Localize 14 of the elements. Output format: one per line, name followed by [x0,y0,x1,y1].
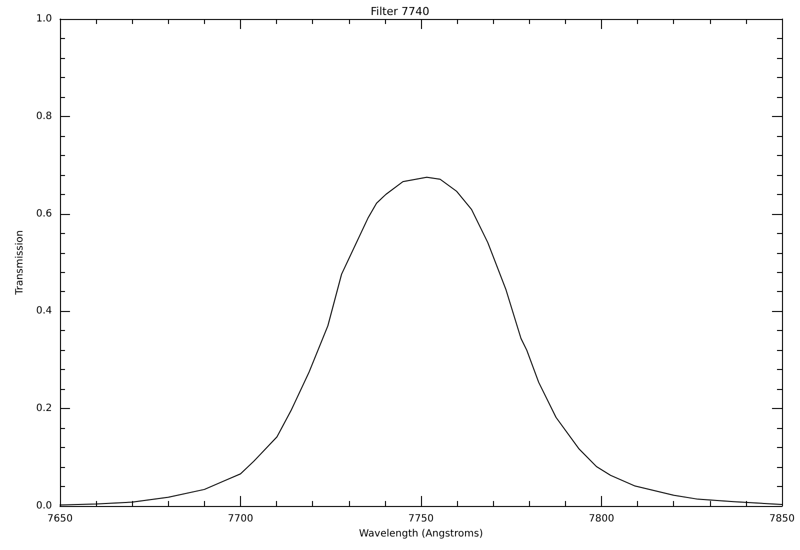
y-tick-label: 0.6 [36,208,52,220]
x-tick-label: 7650 [47,514,73,524]
x-tick-label: 7700 [228,514,254,524]
x-tick-label: 7800 [588,514,614,524]
chart-title: Filter 7740 [370,5,430,18]
x-tick-label: 7850 [769,514,795,524]
y-tick-label: 0.8 [36,110,52,122]
y-tick-label: 1.0 [36,14,52,24]
y-tick-label: 0.0 [36,500,52,512]
x-tick-label: 7750 [408,514,434,524]
y-tick-label: 0.4 [36,306,52,317]
y-axis-title: Transmission [14,230,26,296]
y-tick-label: 0.2 [36,403,52,414]
x-axis-title: Wavelength (Angstroms) [359,528,484,540]
